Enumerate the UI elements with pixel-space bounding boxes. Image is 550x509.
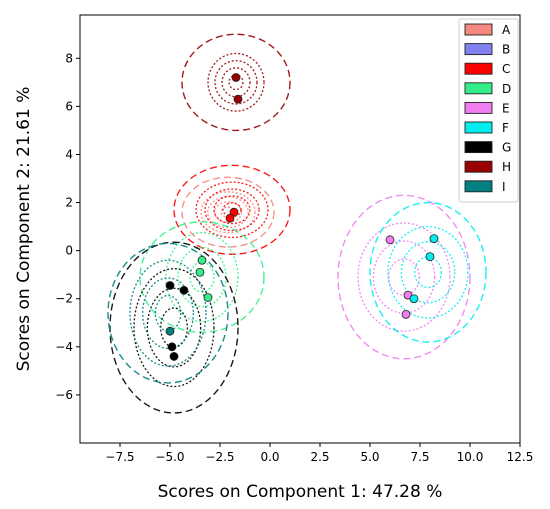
x-tick-label: 7.5	[410, 450, 429, 464]
ellipse-dotted-i	[154, 294, 182, 332]
point-g	[179, 285, 189, 295]
y-tick-label: 4	[65, 147, 73, 161]
ellipse-dotted-a	[200, 191, 256, 234]
ellipse-dashed-h	[181, 33, 291, 132]
legend-swatch-c	[464, 62, 493, 75]
legend-swatch-h	[464, 160, 493, 173]
x-tick-label: 2.5	[310, 450, 329, 464]
point-g	[165, 281, 175, 290]
point-d	[203, 293, 213, 302]
point-c	[225, 213, 235, 223]
legend-swatch-e	[464, 101, 493, 114]
legend-swatch-f	[464, 121, 493, 134]
ellipse-dashed-a	[181, 176, 275, 248]
x-tick-label: 5.0	[360, 450, 379, 464]
ellipse-dotted-f	[414, 256, 442, 289]
x-tick-label: −5.0	[155, 450, 184, 464]
legend-label-g: G	[502, 141, 511, 155]
ellipse-dotted-c	[213, 195, 251, 225]
point-e	[385, 235, 395, 245]
ellipse-dashed-c	[173, 164, 291, 255]
plot-area	[80, 15, 520, 443]
legend-label-h: H	[502, 160, 511, 174]
point-f	[429, 234, 439, 244]
legend-label-f: F	[502, 121, 509, 135]
legend-label-b: B	[502, 43, 510, 57]
point-f	[409, 294, 419, 304]
point-g	[169, 352, 179, 361]
x-tick-label: 12.5	[507, 450, 534, 464]
y-tick-label: 0	[65, 244, 73, 258]
legend-swatch-b	[464, 43, 493, 56]
y-tick-label: −4	[55, 340, 73, 354]
point-d	[195, 267, 205, 277]
y-tick-label: −6	[55, 388, 73, 402]
y-tick-label: 2	[65, 196, 73, 210]
x-tick-label: −2.5	[205, 450, 234, 464]
ellipse-dotted-g	[146, 287, 202, 368]
ellipse-dotted-f	[387, 225, 469, 319]
data-points	[165, 73, 439, 361]
legend-label-e: E	[502, 101, 510, 115]
plot-frame	[79, 14, 521, 444]
legend-swatch-a	[464, 23, 493, 36]
point-h	[231, 73, 241, 82]
confidence-ellipses	[107, 33, 487, 414]
legend-label-a: A	[502, 23, 511, 37]
y-axis-ticks: −6 −4 −2 0 2 4 6 8	[55, 51, 80, 402]
legend-label-d: D	[502, 82, 511, 96]
ellipse-dashed-f	[369, 201, 487, 343]
ellipse-dotted-i	[129, 259, 207, 367]
x-tick-label: 0.0	[260, 450, 279, 464]
x-tick-label: 10.0	[457, 450, 484, 464]
ellipse-dotted-g	[133, 268, 215, 388]
legend-swatch-g	[464, 141, 493, 154]
ellipse-dotted-f	[400, 241, 456, 304]
ellipse-dashed-d	[139, 221, 265, 334]
ellipse-dotted-e	[357, 222, 451, 332]
legend-label-c: C	[502, 62, 510, 76]
point-c	[229, 207, 239, 217]
legend-swatch-d	[464, 82, 493, 95]
ellipse-dotted-c	[195, 181, 269, 239]
point-h	[233, 94, 243, 104]
point-i	[165, 326, 175, 336]
ellipse-dotted-i	[142, 277, 194, 350]
ellipse-dotted-h	[214, 60, 258, 105]
ellipse-dashed-e	[337, 194, 471, 360]
legend-swatch-i	[464, 180, 493, 193]
point-f	[425, 252, 435, 262]
ellipse-dotted-d	[189, 261, 215, 293]
ellipse-dotted-a	[213, 201, 243, 224]
ellipse-dotted-c	[204, 188, 260, 232]
y-tick-label: 6	[65, 99, 73, 113]
legend-label-i: I	[502, 180, 506, 194]
x-axis-ticks: −7.5 −5.0 −2.5 0.0 2.5 5.0 7.5 10.0 12.5	[105, 443, 533, 464]
ellipse-dashed-i	[107, 242, 229, 384]
x-tick-label: −7.5	[105, 450, 134, 464]
y-axis-label: Scores on Component 2: 21.61 %	[14, 87, 34, 372]
x-axis-label: Scores on Component 1: 47.28 %	[158, 482, 443, 502]
y-tick-label: 8	[65, 51, 73, 65]
ellipse-dotted-h	[207, 52, 265, 112]
ellipse-dotted-h	[221, 67, 251, 98]
ellipse-dotted-d	[165, 231, 239, 323]
point-g	[167, 342, 177, 352]
point-d	[197, 255, 207, 265]
point-e	[401, 309, 411, 319]
y-tick-label: −2	[55, 292, 73, 306]
